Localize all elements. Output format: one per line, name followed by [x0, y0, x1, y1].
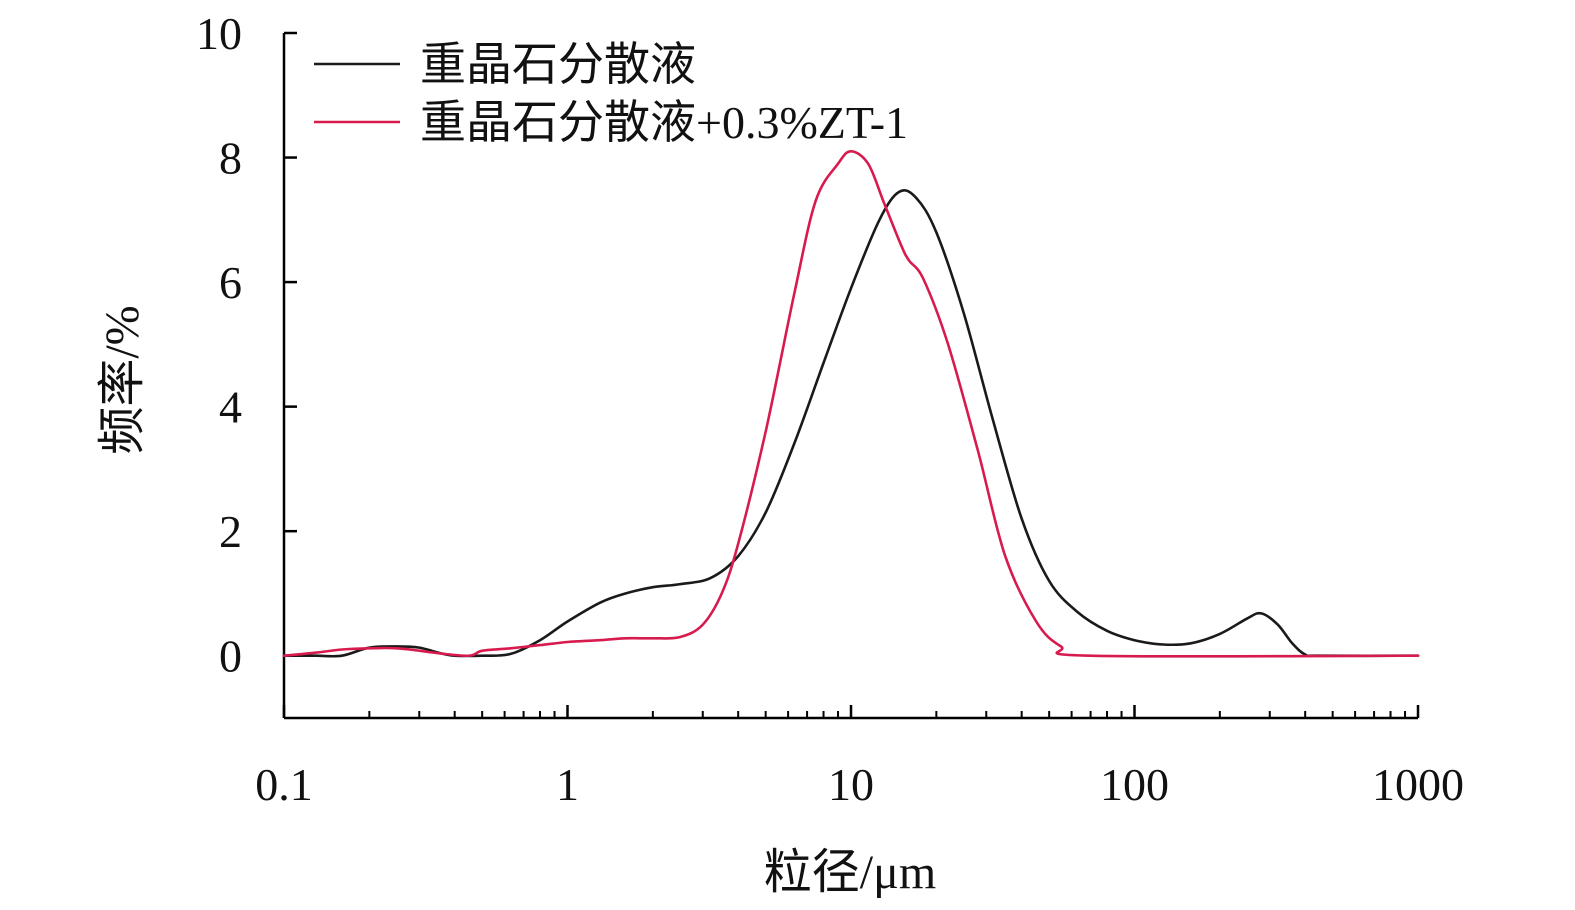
x-tick-label: 100 — [1100, 759, 1169, 810]
x-axis-title: 粒径/μm — [764, 846, 936, 899]
series-line-2 — [282, 150, 1420, 658]
y-tick-label: 6 — [219, 257, 242, 308]
x-tick-label: 10 — [828, 759, 874, 810]
y-ticks: 0 2 4 6 8 10 — [196, 8, 297, 682]
y-tick-label: 8 — [219, 133, 242, 184]
y-tick-label: 0 — [219, 631, 242, 682]
y-axis-title: 频率/% — [96, 305, 149, 454]
y-tick-label: 4 — [219, 382, 242, 433]
plot-area: 0.1 1 10 100 1000 0 2 4 6 8 10 — [196, 8, 1464, 810]
legend-label-1: 重晶石分散液 — [420, 39, 696, 90]
x-major-ticks: 0.1 1 10 100 1000 — [255, 705, 1464, 810]
y-tick-label: 10 — [196, 8, 242, 59]
legend-label-2: 重晶石分散液+0.3%ZT-1 — [420, 97, 908, 148]
series-layer — [282, 150, 1420, 658]
x-tick-label: 1000 — [1372, 759, 1464, 810]
series-line-1 — [282, 189, 1420, 658]
x-tick-label: 1 — [556, 759, 579, 810]
x-minor-ticks — [368, 711, 1407, 718]
x-tick-label: 0.1 — [255, 759, 313, 810]
y-tick-label: 2 — [219, 506, 242, 557]
